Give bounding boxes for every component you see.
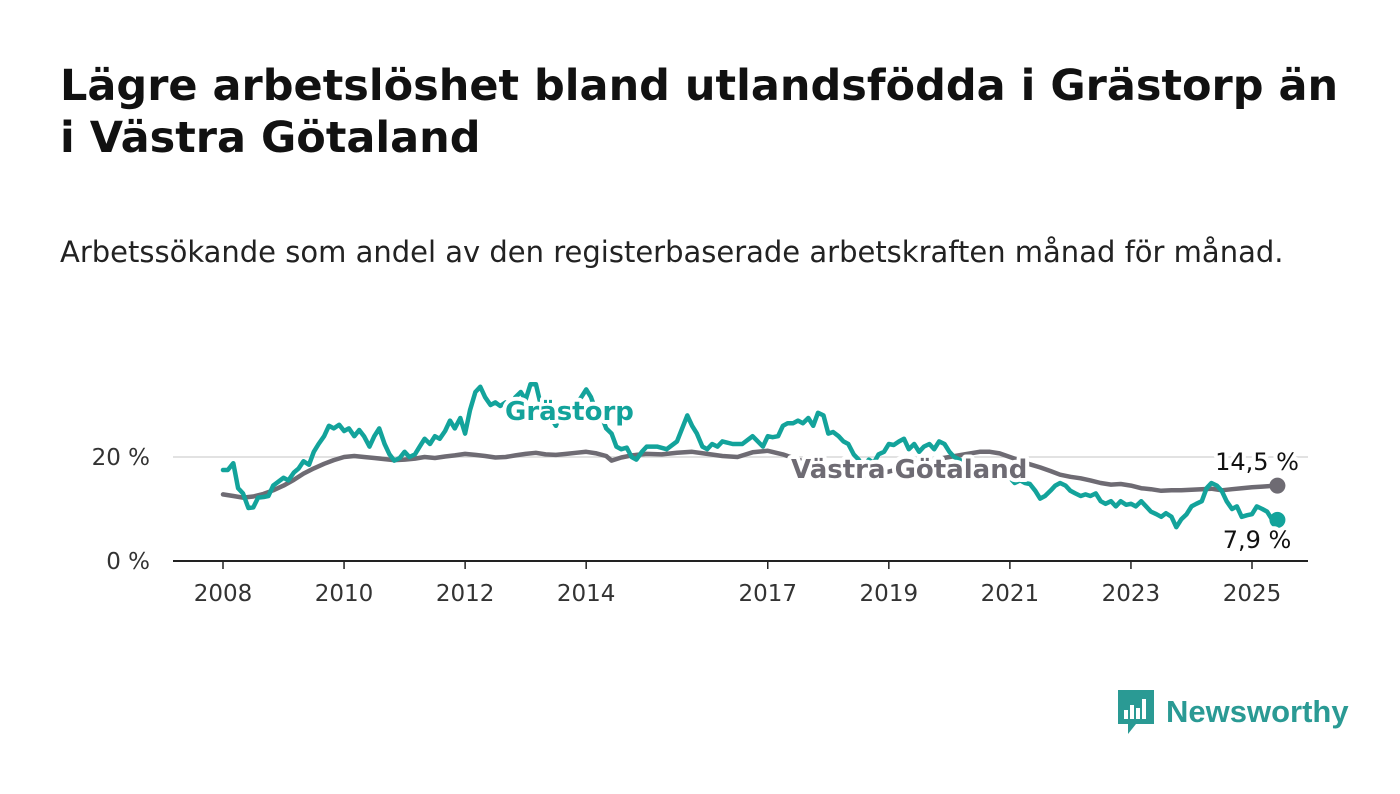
x-tick-label: 2008 xyxy=(194,581,253,607)
x-axis: 0 % 20 % 2008 2010 2012 2014 2017 2019 2021 2023 2… xyxy=(92,445,1308,607)
x-tick-label: 2025 xyxy=(1223,581,1282,607)
series-labels: Grästorp Västra Götaland 14,5 % 7,9 % xyxy=(501,393,1303,558)
series-line-vastra-gotaland xyxy=(220,448,1280,500)
brand: Newsworthy xyxy=(1118,690,1349,734)
y-tick-label: 0 % xyxy=(106,549,150,575)
x-tick-label: 2019 xyxy=(860,581,919,607)
series-endpoint-grastorp xyxy=(1269,511,1286,528)
newsworthy-logo-icon xyxy=(1118,690,1154,734)
x-tick-label: 2012 xyxy=(436,581,495,607)
series-label-grastorp: Grästorp xyxy=(505,397,634,427)
series-label-vastra-gotaland: Västra Götaland xyxy=(791,455,1027,485)
chart-subtitle: Arbetssökande som andel av den registerb… xyxy=(60,235,1284,269)
end-label-grastorp: 7,9 % xyxy=(1223,526,1292,554)
x-tick-label: 2014 xyxy=(557,581,616,607)
series-line-grastorp xyxy=(220,381,1280,530)
y-tick-label: 20 % xyxy=(92,445,150,471)
chart-title: Lägre arbetslöshet bland utlandsfödda i … xyxy=(60,61,1339,163)
series-lines xyxy=(220,381,1286,530)
x-tick-label: 2017 xyxy=(738,581,797,607)
series-endpoint-vastra-gotaland xyxy=(1269,477,1286,494)
x-tick-label: 2010 xyxy=(315,581,374,607)
x-tick-label: 2021 xyxy=(981,581,1040,607)
brand-name: Newsworthy xyxy=(1166,694,1349,729)
x-tick-label: 2023 xyxy=(1102,581,1161,607)
end-label-vastra-gotaland: 14,5 % xyxy=(1215,448,1299,476)
